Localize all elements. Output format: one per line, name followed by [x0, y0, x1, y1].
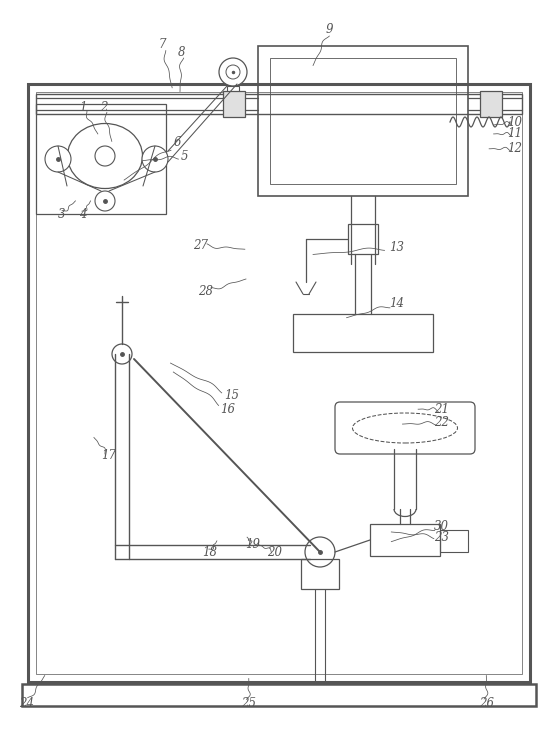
Text: 15: 15 [225, 389, 239, 403]
Bar [227, 86, 239, 94]
Text: 6: 6 [174, 136, 182, 150]
Text: 23: 23 [434, 530, 449, 544]
Bar [293, 314, 433, 352]
Text: 5: 5 [181, 150, 188, 163]
Bar [36, 92, 522, 674]
Text: 22: 22 [434, 416, 449, 429]
Text: 27: 27 [193, 239, 207, 252]
Circle shape [305, 537, 335, 567]
Text: 30: 30 [434, 519, 449, 533]
Bar [22, 684, 536, 706]
Circle shape [112, 344, 132, 364]
Text: 16: 16 [221, 403, 235, 416]
Circle shape [226, 65, 240, 79]
Bar [301, 559, 339, 589]
Bar [480, 91, 502, 117]
Text: 18: 18 [202, 545, 217, 559]
Circle shape [45, 146, 71, 172]
Text: 12: 12 [507, 142, 522, 155]
Text: 10: 10 [507, 115, 522, 129]
Text: 3: 3 [58, 208, 65, 221]
Text: 21: 21 [434, 403, 449, 416]
Text: 28: 28 [198, 285, 213, 298]
Bar [36, 104, 166, 214]
Text: 8: 8 [178, 45, 186, 59]
Text: 2: 2 [100, 101, 107, 115]
Text: 26: 26 [479, 696, 494, 710]
Circle shape [142, 146, 168, 172]
Text: 25: 25 [241, 696, 256, 710]
Text: 19: 19 [245, 538, 260, 551]
Bar [348, 224, 378, 254]
Circle shape [95, 146, 115, 166]
Text: 1: 1 [79, 101, 87, 115]
FancyBboxPatch shape [335, 402, 475, 454]
Text: 9: 9 [326, 23, 334, 36]
Circle shape [95, 191, 115, 211]
Bar [370, 524, 440, 556]
Bar [28, 84, 530, 682]
Bar [223, 91, 245, 117]
Text: 20: 20 [268, 545, 282, 559]
Circle shape [219, 58, 247, 86]
Bar [36, 94, 522, 114]
Text: 11: 11 [507, 127, 522, 141]
Bar [440, 530, 468, 552]
Text: 14: 14 [390, 297, 404, 310]
Text: 17: 17 [102, 449, 116, 462]
Bar [258, 46, 468, 196]
Text: 7: 7 [158, 38, 166, 51]
Ellipse shape [68, 124, 143, 188]
Text: 13: 13 [390, 240, 404, 254]
Text: 24: 24 [20, 696, 34, 710]
Text: 4: 4 [79, 208, 87, 221]
Bar [270, 58, 456, 184]
